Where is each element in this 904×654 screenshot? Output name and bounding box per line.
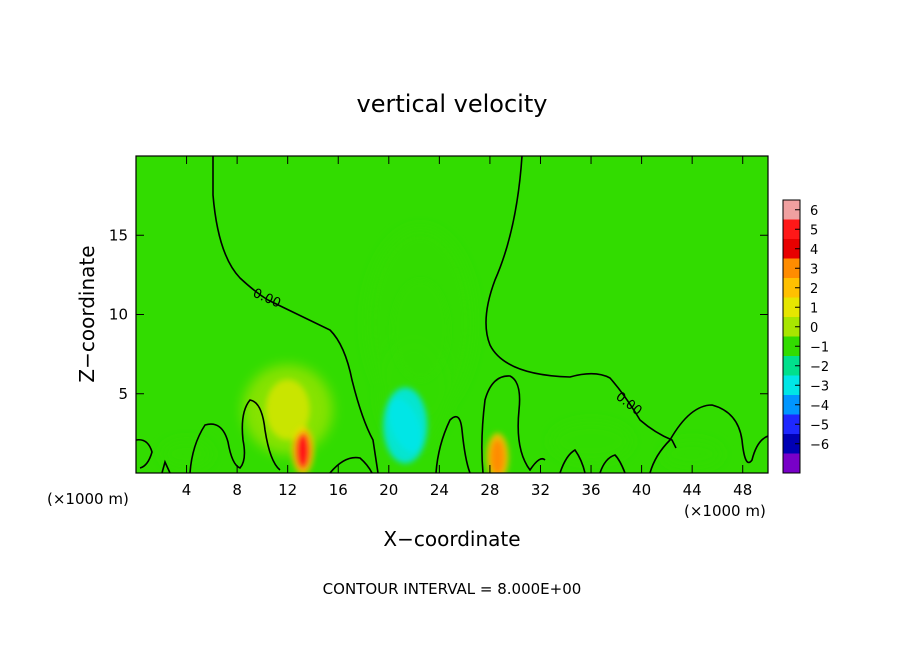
colorbar-cell (783, 375, 800, 395)
colorbar-label: −4 (810, 399, 829, 414)
colorbar-cell (783, 414, 800, 434)
x-tick-label: 16 (329, 481, 348, 499)
feature-downdraft (388, 398, 422, 453)
colorbar-label: −5 (810, 418, 829, 433)
zero-contour (136, 156, 768, 473)
x-tick-label: 40 (632, 481, 651, 499)
colorbar: 6 5 4 3 2 1 0 −1 −2 −3 −4 −5 −6 (782, 199, 829, 474)
x-axis-ticks: 4 8 12 16 20 24 28 32 36 40 44 48 (182, 156, 752, 499)
colorbar-label: 1 (810, 301, 818, 316)
feature-updraft (295, 432, 310, 469)
contour-interval-note: CONTOUR INTERVAL = 8.000E+00 (323, 580, 582, 598)
x-tick-label: 32 (531, 481, 550, 499)
x-tick-label: 48 (733, 481, 752, 499)
colorbar-label: 5 (810, 223, 818, 238)
colorbar-label: 3 (810, 262, 818, 277)
colorbar-cell (783, 317, 800, 337)
colorbar-cell (783, 278, 800, 298)
x-tick-label: 20 (379, 481, 398, 499)
y-tick-label: 5 (118, 385, 128, 403)
colorbar-cell (783, 258, 800, 278)
x-unit-label-right: (×1000 m) (684, 502, 766, 520)
colorbar-cell (783, 297, 800, 317)
x-tick-label: 8 (232, 481, 242, 499)
chart-title: vertical velocity (357, 90, 548, 118)
feature-weak-updraft-region (265, 379, 310, 440)
colorbar-label: 6 (810, 204, 818, 219)
field-region (662, 439, 723, 468)
x-tick-label: 44 (683, 481, 702, 499)
colorbar-cell (783, 395, 800, 415)
colorbar-label: −6 (810, 438, 829, 453)
field-region (161, 439, 212, 468)
x-tick-label: 4 (182, 481, 192, 499)
colorbar-label: 4 (810, 243, 818, 258)
colorbar-cell (783, 336, 800, 356)
field-blobs: 0.00 0.00 (136, 156, 768, 473)
colorbar-cell (783, 200, 800, 220)
x-tick-label: 12 (278, 481, 297, 499)
colorbar-label: −1 (810, 340, 829, 355)
colorbar-label: −2 (810, 360, 829, 375)
x-tick-label: 36 (581, 481, 600, 499)
x-tick-label: 28 (480, 481, 499, 499)
feature-updraft (490, 439, 505, 473)
x-unit-label-left: (×1000 m) (47, 490, 129, 508)
colorbar-cell (783, 219, 800, 239)
y-tick-label: 15 (109, 226, 128, 244)
x-axis-label: X−coordinate (383, 527, 520, 551)
colorbar-cell (783, 453, 800, 473)
field-region (551, 421, 632, 462)
colorbar-frame (782, 199, 801, 474)
colorbar-cell (783, 356, 800, 376)
colorbar-cell (783, 434, 800, 454)
y-axis-label: Z−coordinate (75, 245, 99, 382)
colorbar-label: 0 (810, 321, 818, 336)
feature-weak-downdraft-plume (392, 280, 449, 381)
colorbar-label: 2 (810, 282, 818, 297)
colorbar-cell (783, 239, 800, 259)
y-tick-label: 10 (109, 306, 128, 324)
y-axis-ticks: 5 10 15 (109, 226, 768, 403)
x-tick-label: 24 (430, 481, 449, 499)
colorbar-label: −3 (810, 379, 829, 394)
